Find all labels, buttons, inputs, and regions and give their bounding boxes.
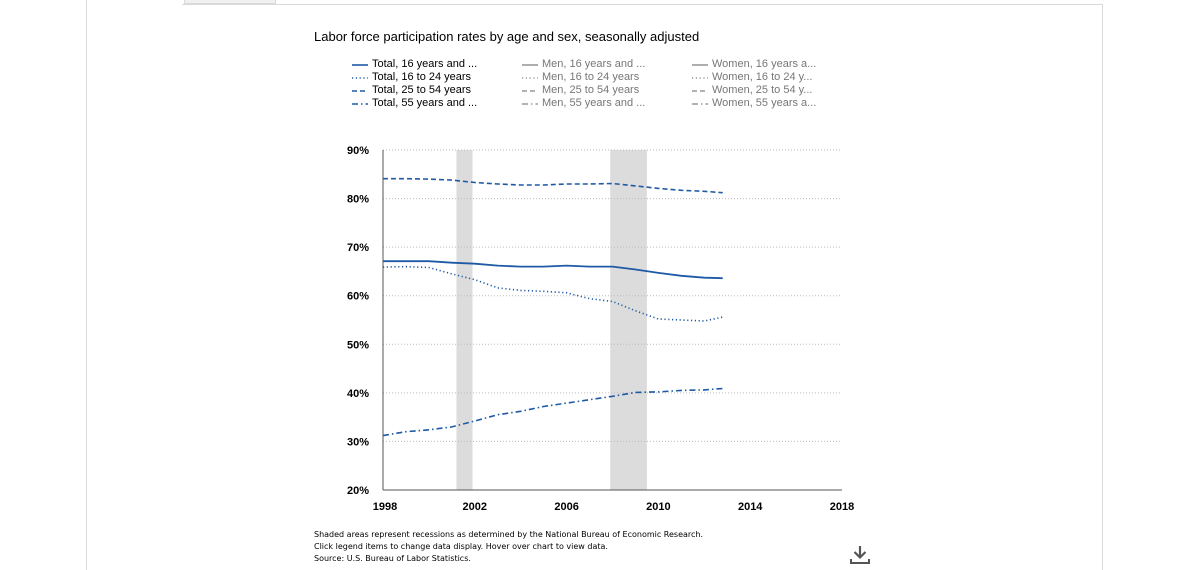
legend-item[interactable]: Women, 25 to 54 y... bbox=[692, 84, 816, 97]
legend-swatch-solid bbox=[522, 63, 538, 66]
legend-item[interactable]: Total, 16 years and ... bbox=[352, 58, 477, 71]
x-tick-label: 2010 bbox=[646, 501, 670, 513]
legend-item[interactable]: Women, 16 to 24 y... bbox=[692, 71, 816, 84]
series-line-dashdot bbox=[382, 387, 723, 437]
y-tick-label: 40% bbox=[347, 388, 369, 400]
x-tick-label: 2018 bbox=[830, 501, 854, 513]
footnote-line: Source: U.S. Bureau of Labor Statistics. bbox=[314, 554, 471, 563]
legend-swatch-dotted bbox=[352, 76, 368, 79]
legend-swatch-solid bbox=[692, 63, 708, 66]
x-tick-label: 2006 bbox=[554, 501, 578, 513]
legend-swatch-dashdot bbox=[352, 102, 368, 105]
legend-label: Women, 16 to 24 y... bbox=[712, 71, 813, 83]
legend-item[interactable]: Women, 55 years a... bbox=[692, 97, 816, 110]
legend-item[interactable]: Total, 55 years and ... bbox=[352, 97, 477, 110]
series-line-dotted bbox=[382, 265, 723, 322]
download-icon[interactable] bbox=[849, 545, 871, 565]
panel-right-border bbox=[1102, 4, 1103, 570]
footnote-line: Shaded areas represent recessions as det… bbox=[314, 530, 704, 539]
x-tick-label: 1998 bbox=[373, 501, 397, 513]
panel-top-border bbox=[182, 4, 1103, 5]
legend-column-total: Total, 16 years and ... Total, 16 to 24 y… bbox=[352, 58, 477, 110]
legend-item[interactable]: Total, 25 to 54 years bbox=[352, 84, 477, 97]
y-tick-label: 60% bbox=[347, 291, 369, 303]
legend-swatch-dashed bbox=[522, 89, 538, 92]
legend-label: Women, 16 years a... bbox=[712, 58, 817, 70]
recession-band bbox=[610, 150, 647, 490]
legend-item[interactable]: Men, 16 years and ... bbox=[522, 58, 645, 71]
legend-swatch-dotted bbox=[692, 76, 708, 79]
y-tick-label: 80% bbox=[347, 194, 369, 206]
tab-stub[interactable] bbox=[184, 0, 276, 4]
series-line-solid bbox=[383, 260, 723, 280]
legend-label: Women, 25 to 54 y... bbox=[712, 84, 813, 96]
legend-label: Total, 25 to 54 years bbox=[372, 84, 472, 96]
footnote-line: Click legend items to change data displa… bbox=[314, 542, 608, 551]
legend-label: Men, 16 to 24 years bbox=[542, 71, 640, 83]
legend-swatch-dashdot bbox=[522, 102, 538, 105]
legend-item[interactable]: Total, 16 to 24 years bbox=[352, 71, 477, 84]
legend-column-men: Men, 16 years and ... Men, 16 to 24 years… bbox=[522, 58, 645, 110]
series-line-dashed bbox=[383, 177, 723, 194]
legend-swatch-dashed bbox=[692, 89, 708, 92]
y-tick-label: 50% bbox=[347, 339, 369, 351]
legend-label: Total, 16 to 24 years bbox=[372, 71, 472, 83]
legend-item[interactable]: Women, 16 years a... bbox=[692, 58, 816, 71]
legend-swatch-dashed bbox=[352, 89, 368, 92]
legend-column-women: Women, 16 years a... Women, 16 to 24 y...… bbox=[692, 58, 816, 110]
x-tick-label: 2014 bbox=[738, 501, 763, 513]
chart-title: Labor force participation rates by age a… bbox=[314, 29, 700, 44]
y-tick-label: 20% bbox=[347, 485, 369, 497]
chart-footnote: Shaded areas represent recessions as det… bbox=[314, 529, 703, 565]
legend-item[interactable]: Men, 16 to 24 years bbox=[522, 71, 645, 84]
legend-swatch-solid bbox=[352, 63, 368, 66]
legend-label: Men, 55 years and ... bbox=[542, 97, 646, 109]
legend-label: Total, 55 years and ... bbox=[372, 97, 478, 109]
legend-swatch-dashdot bbox=[692, 102, 708, 105]
recession-band bbox=[456, 150, 473, 490]
legend-swatch-dotted bbox=[522, 76, 538, 79]
x-tick-label: 2002 bbox=[463, 501, 487, 513]
legend-item[interactable]: Men, 55 years and ... bbox=[522, 97, 645, 110]
legend-label: Total, 16 years and ... bbox=[372, 58, 478, 70]
y-tick-label: 70% bbox=[347, 242, 369, 254]
legend-label: Men, 16 years and ... bbox=[542, 58, 646, 70]
y-tick-label: 90% bbox=[347, 145, 369, 157]
panel-left-border bbox=[86, 0, 87, 570]
y-tick-label: 30% bbox=[347, 436, 369, 448]
legend-label: Men, 25 to 54 years bbox=[542, 84, 640, 96]
legend-item[interactable]: Men, 25 to 54 years bbox=[522, 84, 645, 97]
legend-label: Women, 55 years a... bbox=[712, 97, 817, 109]
